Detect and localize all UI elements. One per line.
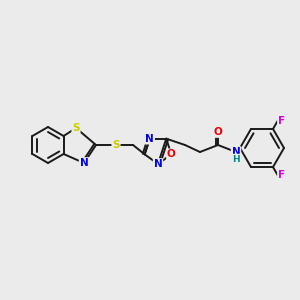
Text: N: N [80,158,88,168]
Text: O: O [167,149,176,159]
Text: N: N [146,134,154,144]
Text: N: N [232,147,240,157]
Text: F: F [278,170,285,180]
Text: N: N [154,159,162,169]
Text: O: O [214,127,222,137]
Text: F: F [278,116,285,126]
Text: H: H [232,154,240,164]
Text: S: S [112,140,120,150]
Text: S: S [72,123,80,133]
